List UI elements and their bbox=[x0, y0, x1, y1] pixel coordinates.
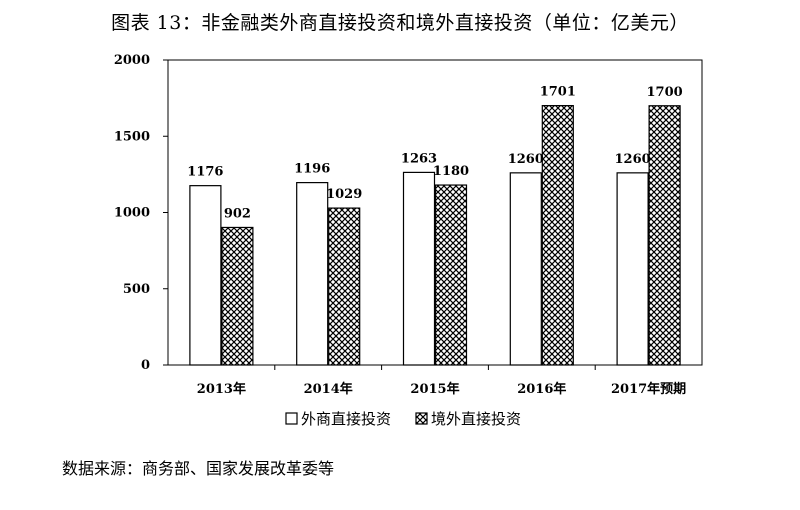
legend-swatch-foreign-direct-investment bbox=[285, 412, 298, 425]
bars-group bbox=[189, 104, 681, 366]
x-category-label: 2017年预期 bbox=[611, 381, 686, 397]
y-tick-label: 0 bbox=[141, 358, 150, 373]
bar-foreign-direct-investment bbox=[189, 185, 222, 366]
y-tick-label: 1500 bbox=[114, 129, 150, 144]
y-tick-label: 2000 bbox=[114, 53, 150, 68]
bar-foreign-direct-investment bbox=[616, 172, 649, 366]
x-category-label: 2014年 bbox=[304, 381, 353, 397]
bar-outward-direct-investment bbox=[648, 105, 681, 366]
y-tick-label: 500 bbox=[123, 282, 150, 297]
legend-label-outward-direct-investment: 境外直接投资 bbox=[431, 410, 521, 428]
chart-title: 图表 13：非金融类外商直接投资和境外直接投资（单位：亿美元） bbox=[111, 12, 689, 34]
data-label: 1263 bbox=[401, 151, 437, 166]
legend: 外商直接投资 境外直接投资 bbox=[285, 410, 521, 428]
x-category-label: 2015年 bbox=[410, 381, 459, 397]
bar-outward-direct-investment bbox=[221, 226, 254, 366]
legend-label-foreign-direct-investment: 外商直接投资 bbox=[301, 410, 391, 428]
legend-swatch-outward-direct-investment bbox=[415, 412, 428, 425]
data-label: 1029 bbox=[326, 187, 362, 202]
x-category-label: 2013年 bbox=[197, 381, 246, 397]
y-axis: 0 500 1000 1500 2000 bbox=[114, 53, 168, 373]
data-label: 1260 bbox=[508, 152, 544, 167]
x-category-label: 2016年 bbox=[517, 381, 566, 397]
bar-foreign-direct-investment bbox=[296, 182, 329, 366]
data-label: 1701 bbox=[540, 85, 576, 100]
bar-foreign-direct-investment bbox=[509, 172, 542, 366]
bar-foreign-direct-investment bbox=[402, 171, 436, 366]
data-label: 1180 bbox=[433, 164, 469, 179]
y-tick-label: 1000 bbox=[114, 206, 150, 221]
bar-outward-direct-investment bbox=[328, 207, 361, 366]
data-label: 1260 bbox=[615, 152, 651, 167]
data-source-note: 数据来源：商务部、国家发展改革委等 bbox=[62, 459, 335, 478]
x-axis: 2013年 2014年 2015年 2016年 2017年预期 bbox=[197, 365, 686, 397]
bar-chart: 0 500 1000 1500 2000 1176 902 1196 1029 12631180… bbox=[114, 53, 703, 428]
bar-outward-direct-investment bbox=[434, 184, 468, 366]
data-label: 1176 bbox=[187, 165, 223, 180]
data-label: 902 bbox=[224, 206, 251, 221]
data-label: 1196 bbox=[294, 162, 330, 177]
data-label: 1700 bbox=[647, 85, 683, 100]
bar-outward-direct-investment bbox=[541, 104, 574, 366]
